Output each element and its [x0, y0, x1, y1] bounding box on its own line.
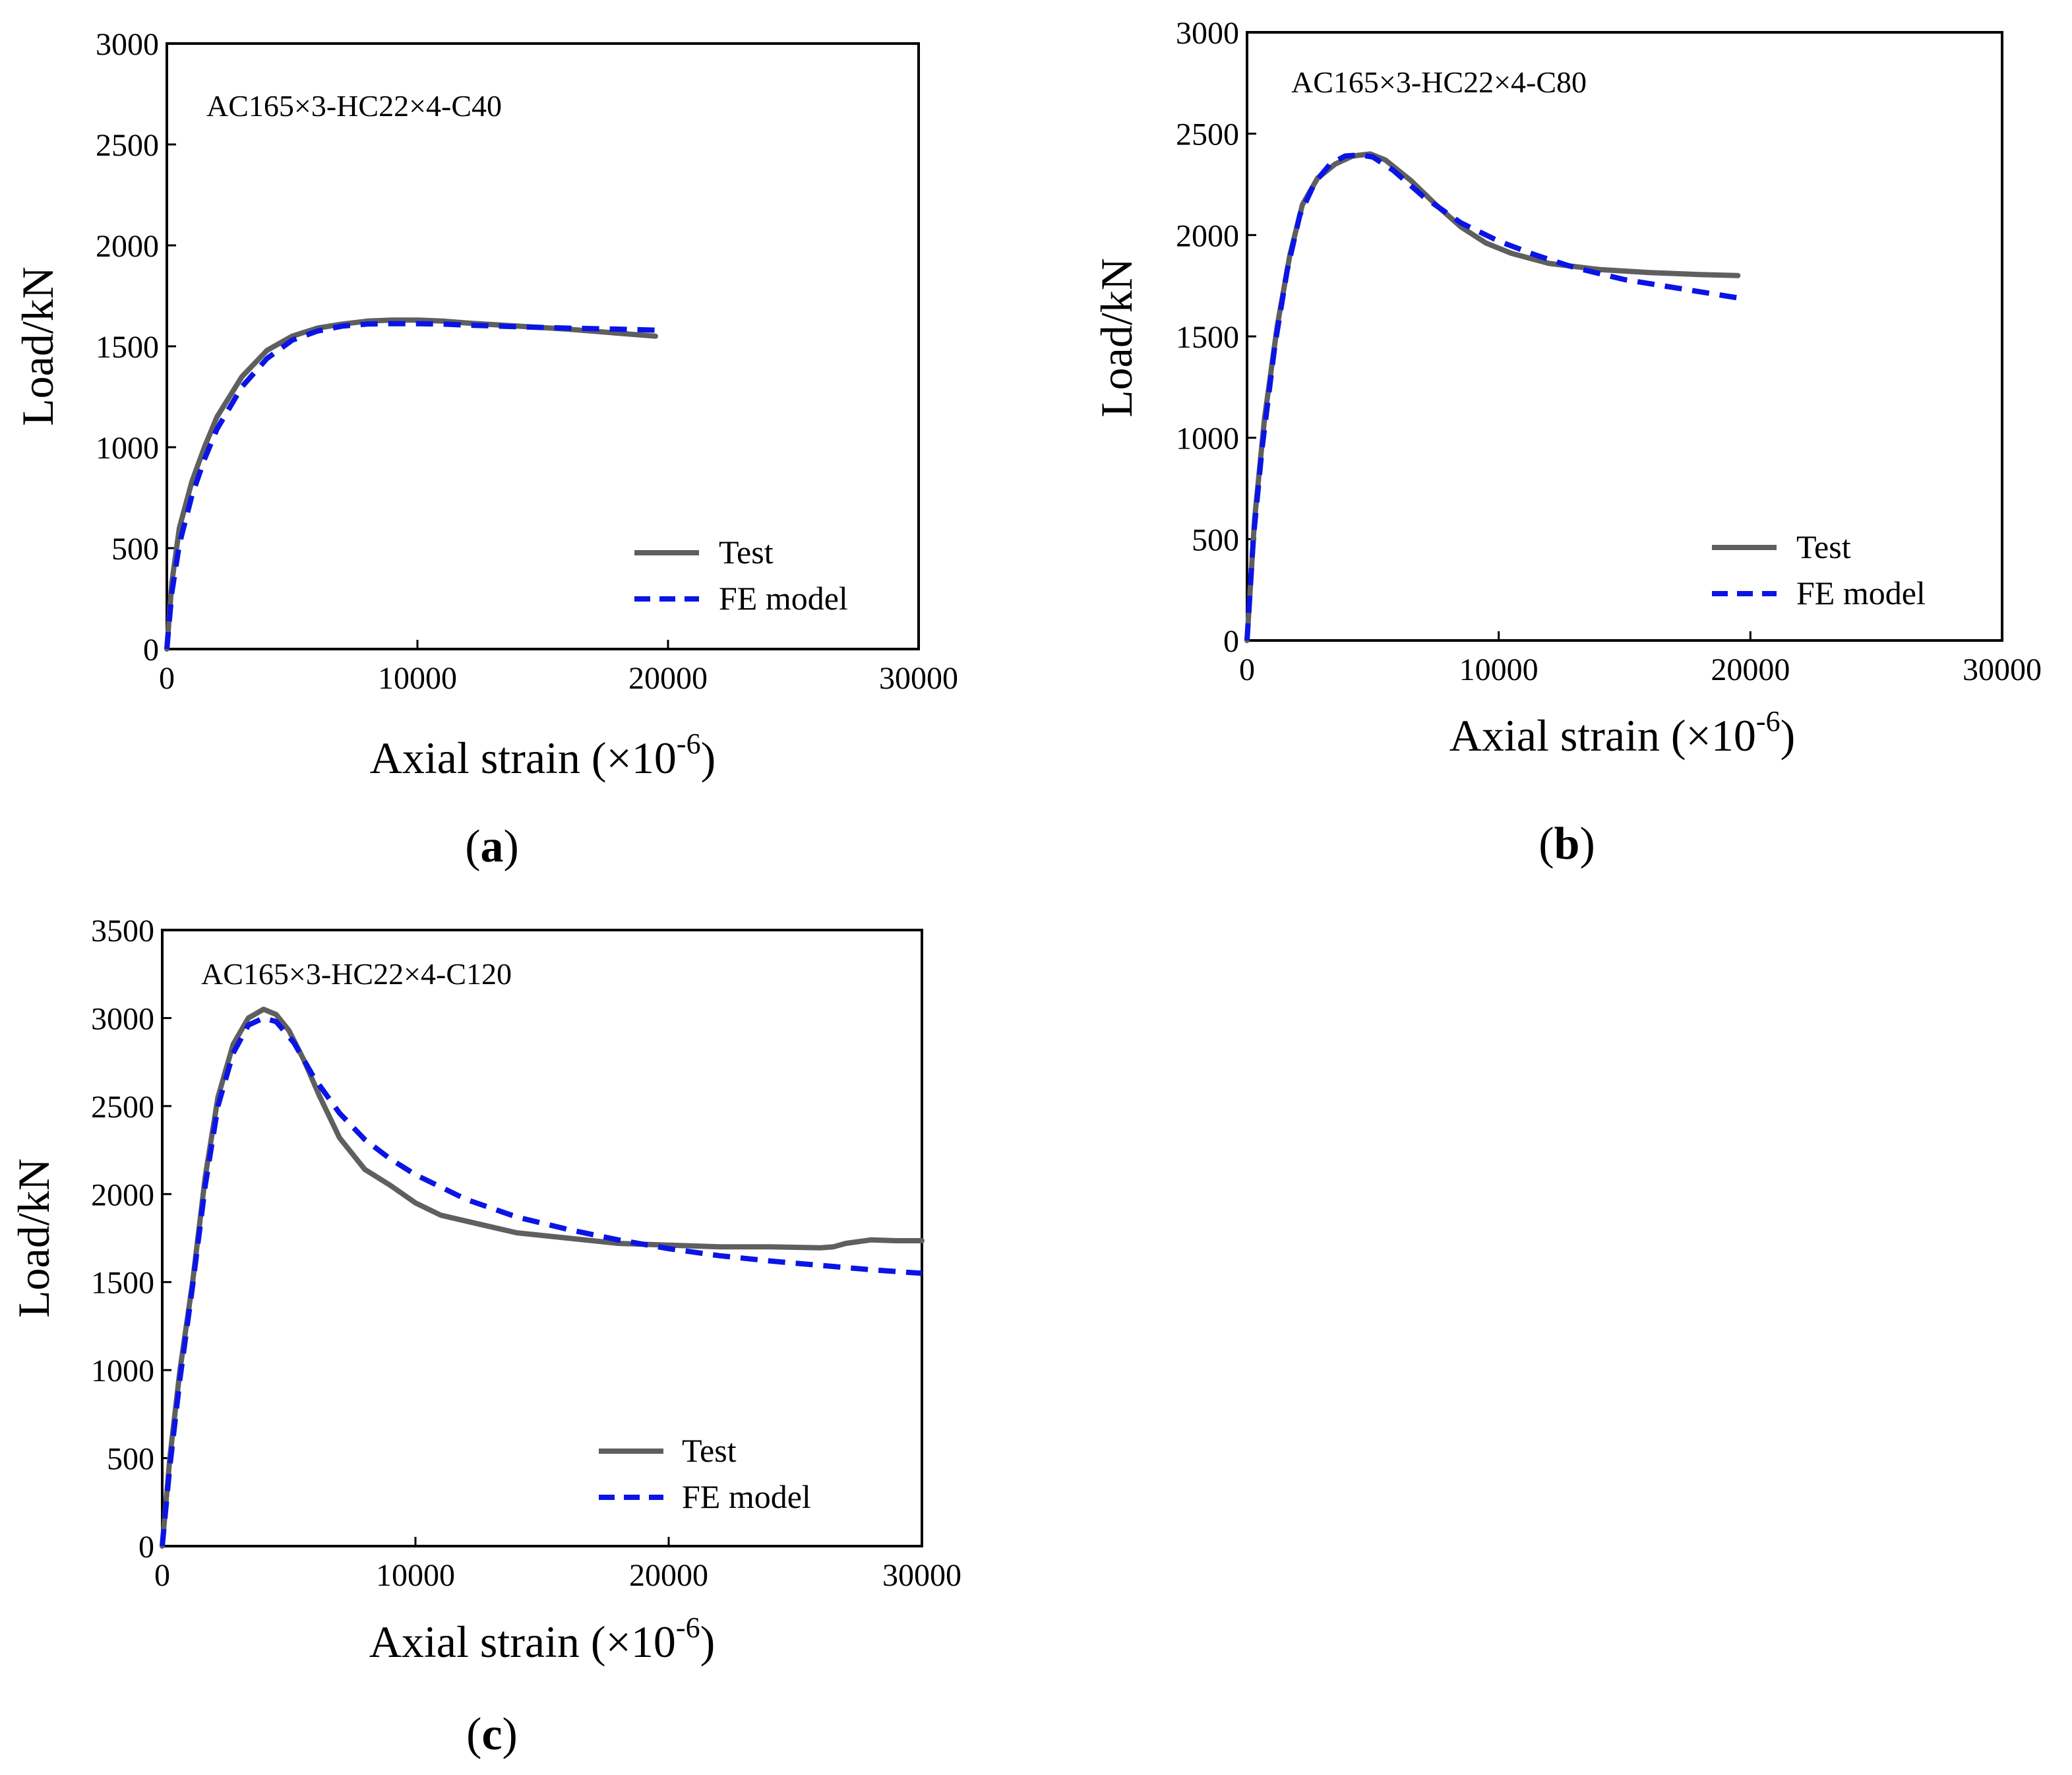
x-axis-title: Axial strain (×10-6)	[1449, 705, 1795, 761]
y-tick-label: 2500	[91, 1090, 154, 1125]
x-tick-label: 20000	[629, 1558, 708, 1593]
y-tick-label: 1000	[96, 431, 159, 466]
series-layer	[160, 1007, 925, 1549]
y-tick-label: 2000	[91, 1177, 154, 1212]
legend-label-test: Test	[1796, 528, 1851, 565]
legend-label-test: Test	[719, 534, 774, 571]
panel-label: (c)	[466, 1709, 518, 1760]
y-axis-title: Load/kN	[13, 266, 63, 426]
x-tick-label: 10000	[378, 661, 457, 696]
axis-ticks	[1246, 31, 2003, 642]
x-tick-label: 30000	[882, 1558, 961, 1593]
x-tick-label: 20000	[1711, 652, 1790, 687]
y-axis-title: Load/kN	[9, 1158, 59, 1318]
y-tick-label: 1500	[1176, 320, 1239, 355]
x-tick-label: 30000	[879, 661, 958, 696]
legend: Test FE model	[1712, 528, 1926, 611]
x-tick-label: 10000	[1459, 652, 1539, 687]
series-line-fe-model	[160, 1015, 923, 1547]
y-tick-label: 500	[107, 1442, 154, 1477]
y-tick-label: 1500	[96, 330, 159, 365]
plot-frame	[166, 42, 920, 650]
y-tick-label: 3000	[96, 27, 159, 62]
specimen-label: AC165×3-HC22×4-C40	[206, 89, 502, 123]
y-tick-label: 1000	[91, 1354, 154, 1388]
y-tick-label: 2000	[1176, 218, 1239, 253]
y-tick-label: 0	[143, 633, 159, 668]
y-tick-label: 1000	[1176, 421, 1239, 456]
legend-label-fe-model: FE model	[1796, 575, 1926, 611]
panel-label: (a)	[465, 821, 519, 872]
y-tick-label: 2500	[96, 128, 159, 163]
y-axis-title: Load/kN	[1091, 258, 1142, 418]
series-line-fe-model	[164, 321, 656, 650]
series-line-test	[1244, 151, 1741, 643]
series-layer	[1244, 151, 1741, 643]
y-tick-label: 0	[1223, 624, 1239, 659]
specimen-label: AC165×3-HC22×4-C80	[1291, 65, 1587, 99]
chart-panel-a: 0 10000 20000 30000 0 500 1000 1500 2000 2500 3000…	[13, 27, 958, 872]
x-tick-label: 30000	[1963, 652, 2042, 687]
axis-tick-labels: 0 10000 20000 30000 0 500 1000 1500 2000 2500 3000…	[91, 914, 961, 1593]
x-tick-label: 0	[1239, 652, 1255, 687]
legend-label-fe-model: FE model	[719, 580, 848, 617]
legend-label-test: Test	[682, 1432, 737, 1469]
chart-panel-c: 0 10000 20000 30000 0 500 1000 1500 2000 2500 3000…	[9, 914, 961, 1760]
legend: Test FE model	[599, 1432, 811, 1515]
plot-frame	[1246, 31, 2003, 642]
series-layer	[164, 317, 658, 652]
series-line-fe-model	[1244, 152, 1738, 641]
axis-tick-labels: 0 10000 20000 30000 0 500 1000 1500 2000 2500 3000	[1176, 16, 2042, 687]
y-tick-label: 3000	[1176, 16, 1239, 51]
x-axis-title: Axial strain (×10-6)	[369, 1611, 715, 1667]
y-tick-label: 3000	[91, 1001, 154, 1036]
y-tick-label: 500	[1192, 522, 1239, 557]
axis-tick-labels: 0 10000 20000 30000 0 500 1000 1500 2000 2500 3000	[96, 27, 958, 696]
y-tick-label: 500	[111, 532, 159, 567]
x-tick-label: 0	[159, 661, 175, 696]
series-line-test	[160, 1007, 925, 1549]
chart-panel-b: 0 10000 20000 30000 0 500 1000 1500 2000 2500 3000…	[1091, 16, 2042, 869]
y-tick-label: 2000	[96, 229, 159, 264]
y-tick-label: 0	[138, 1530, 154, 1565]
legend: Test FE model	[634, 534, 848, 617]
legend-label-fe-model: FE model	[682, 1478, 811, 1515]
series-line-test	[164, 317, 658, 652]
specimen-label: AC165×3-HC22×4-C120	[201, 957, 512, 991]
x-axis-title: Axial strain (×10-6)	[370, 728, 716, 783]
x-tick-label: 20000	[628, 661, 708, 696]
y-tick-label: 1500	[91, 1266, 154, 1301]
axis-ticks	[166, 42, 920, 650]
y-tick-label: 2500	[1176, 117, 1239, 152]
panel-label: (b)	[1539, 819, 1595, 869]
x-tick-label: 0	[154, 1558, 170, 1593]
x-tick-label: 10000	[376, 1558, 455, 1593]
y-tick-label: 3500	[91, 914, 154, 949]
